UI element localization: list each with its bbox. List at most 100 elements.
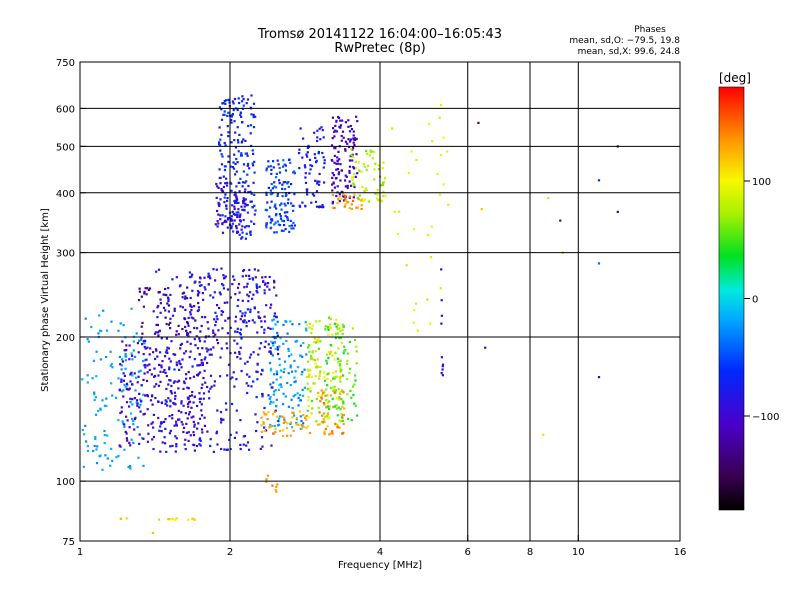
data-point: [316, 180, 319, 183]
data-point: [283, 367, 286, 371]
data-point: [199, 444, 202, 447]
data-point: [265, 480, 268, 483]
data-point: [124, 385, 127, 388]
data-point: [123, 374, 126, 377]
data-point: [217, 201, 220, 204]
data-point: [293, 414, 296, 417]
data-point: [198, 291, 201, 294]
data-point: [144, 287, 147, 290]
data-point: [148, 368, 151, 372]
data-point: [147, 424, 150, 427]
data-point: [292, 221, 295, 224]
data-point: [347, 417, 350, 420]
data-point: [298, 323, 301, 326]
data-point: [291, 426, 294, 429]
data-point: [223, 276, 226, 279]
data-point: [152, 310, 155, 313]
data-point: [136, 399, 139, 402]
data-point: [240, 205, 243, 208]
data-point: [219, 214, 222, 217]
data-point: [209, 348, 212, 351]
data-point: [291, 406, 294, 410]
data-point: [332, 127, 335, 130]
data-point: [185, 431, 188, 434]
data-point: [339, 367, 342, 370]
data-point: [197, 309, 200, 312]
data-point: [426, 298, 429, 301]
data-point: [202, 298, 205, 301]
legend-line-x: mean, sd,X: 99.6, 24.8: [578, 47, 681, 57]
data-point: [146, 395, 149, 398]
data-point: [327, 401, 330, 404]
data-point: [289, 366, 292, 369]
data-point: [246, 173, 249, 176]
data-point: [243, 199, 246, 202]
data-point: [335, 162, 338, 165]
data-point: [221, 222, 224, 225]
data-point: [187, 518, 190, 521]
data-point: [344, 185, 347, 188]
data-point: [317, 347, 321, 350]
data-point: [309, 369, 312, 372]
data-point: [119, 411, 122, 415]
data-point: [233, 385, 236, 388]
data-point: [245, 180, 248, 183]
data-point: [301, 201, 304, 204]
data-point: [120, 378, 123, 381]
data-point: [251, 149, 254, 152]
data-point: [120, 406, 123, 409]
data-point: [159, 450, 162, 453]
data-point: [219, 411, 223, 414]
data-point: [339, 363, 342, 366]
data-point: [241, 121, 244, 124]
data-point: [190, 305, 193, 308]
data-point: [167, 323, 170, 326]
data-point: [199, 330, 202, 333]
data-point: [289, 161, 292, 164]
data-point: [263, 292, 266, 295]
data-point: [318, 374, 321, 378]
data-point: [175, 330, 178, 333]
data-point: [193, 395, 196, 398]
data-point: [167, 383, 170, 386]
data-point: [234, 173, 237, 176]
data-point: [122, 372, 125, 375]
data-point: [350, 148, 353, 151]
data-point: [152, 447, 155, 451]
data-point: [328, 400, 331, 403]
data-point: [328, 351, 331, 354]
data-point: [106, 457, 109, 460]
data-point: [442, 136, 445, 139]
data-point: [143, 363, 147, 367]
data-point: [153, 385, 156, 388]
data-point: [269, 165, 273, 168]
data-point: [155, 383, 158, 386]
data-point: [326, 424, 329, 428]
data-point: [168, 432, 171, 435]
data-point: [264, 282, 267, 285]
data-point: [246, 373, 249, 376]
data-point: [256, 291, 259, 294]
data-point: [224, 182, 227, 185]
data-point: [221, 214, 224, 217]
data-point: [304, 172, 307, 175]
data-point: [193, 358, 196, 361]
data-point: [331, 206, 334, 209]
data-point: [193, 425, 196, 428]
data-point: [252, 351, 255, 354]
data-point: [343, 349, 346, 352]
data-point: [315, 190, 319, 193]
data-point: [292, 227, 295, 230]
data-point: [244, 139, 247, 142]
data-point: [246, 391, 249, 395]
data-point: [281, 183, 284, 186]
data-point: [191, 517, 194, 520]
data-point: [341, 389, 344, 392]
data-point: [446, 150, 449, 153]
data-point: [186, 321, 189, 324]
data-point: [196, 427, 199, 430]
data-point: [371, 157, 374, 160]
data-point: [275, 172, 278, 175]
data-point: [265, 193, 268, 196]
